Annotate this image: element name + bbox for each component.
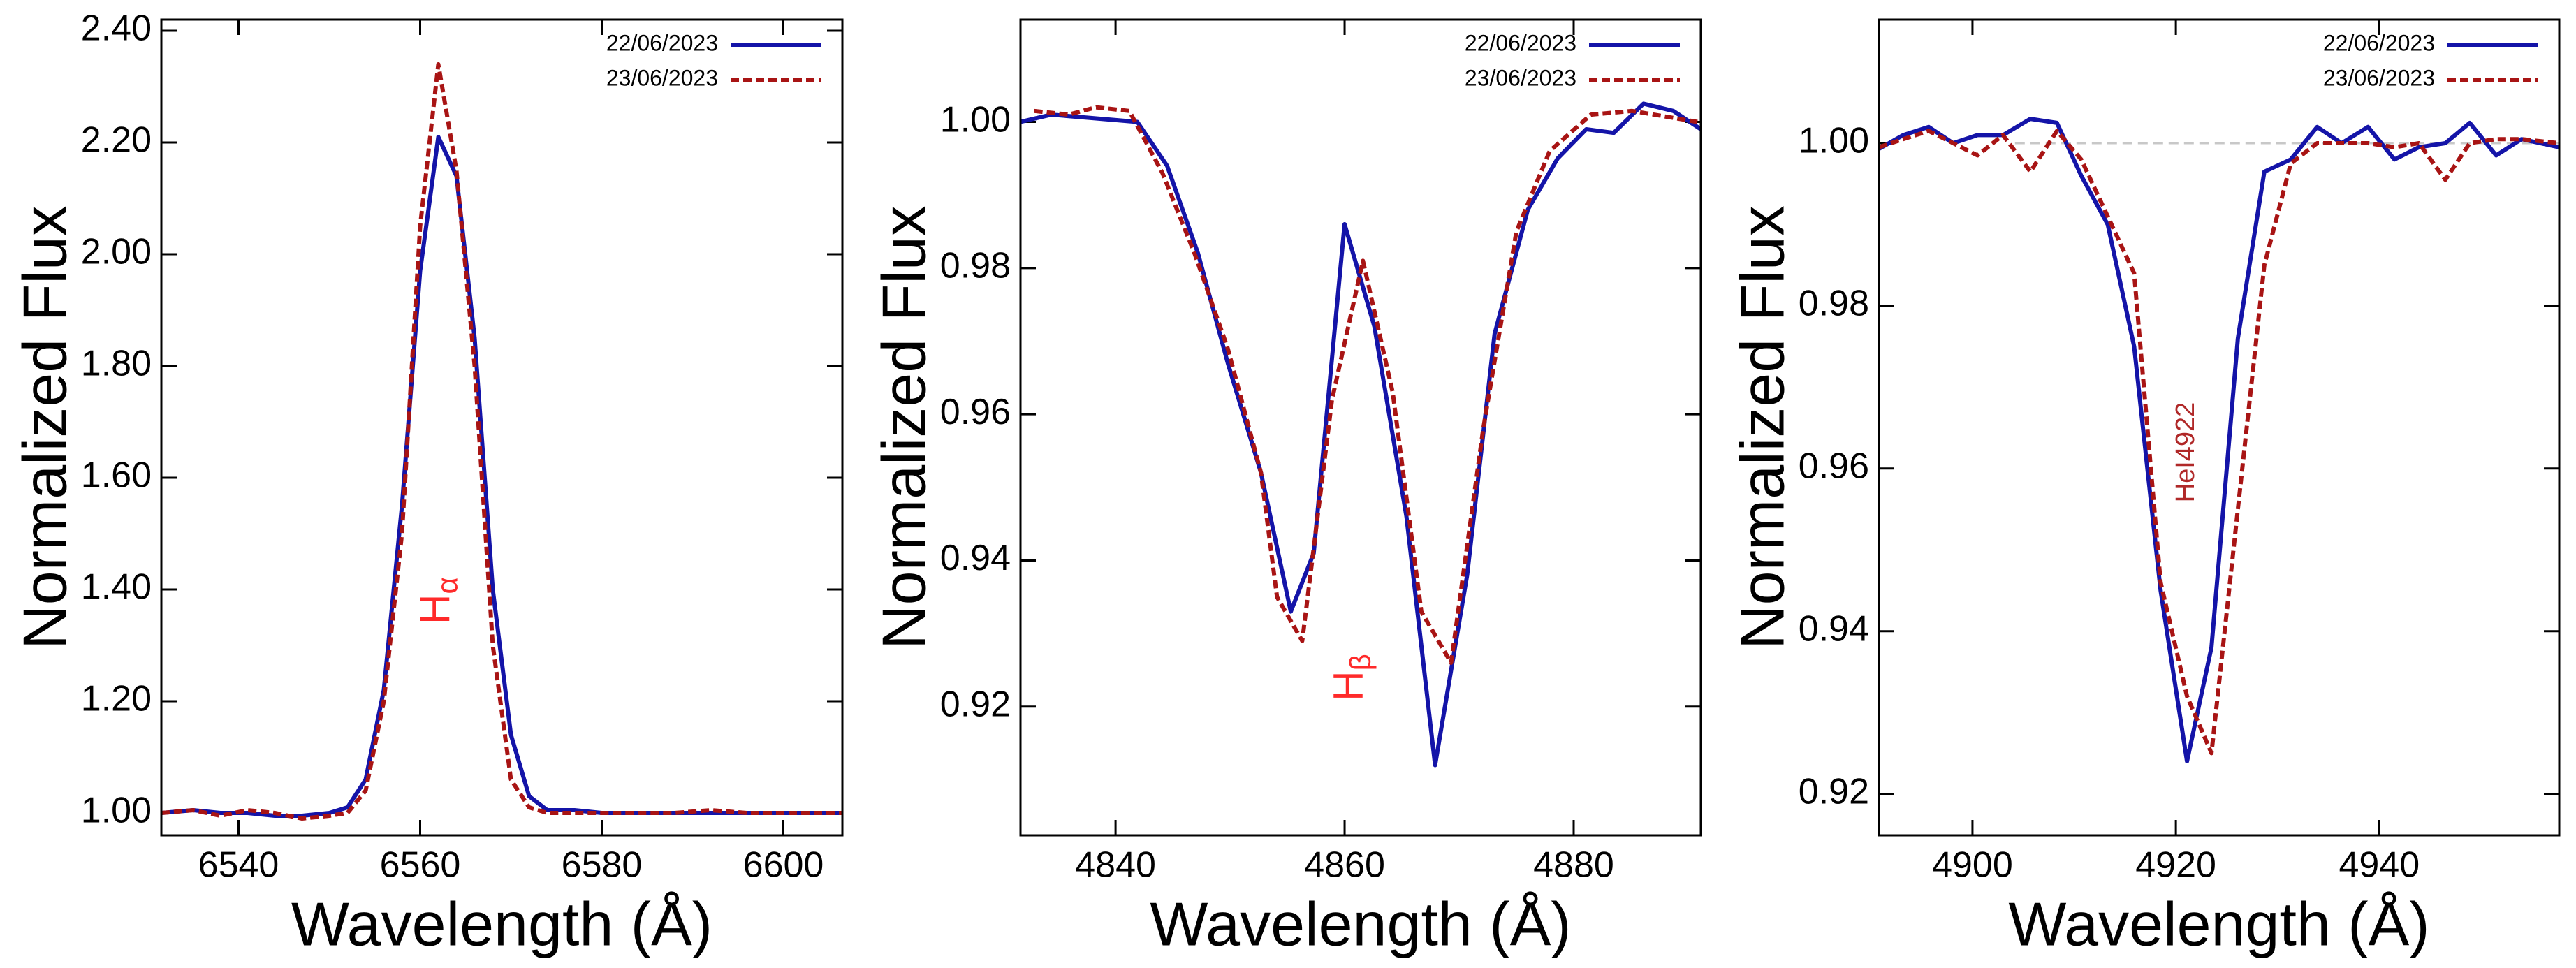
x-tick-label: 6580 [562, 845, 643, 886]
y-tick-label: 0.98 [940, 246, 1011, 286]
series-line [1879, 117, 2559, 763]
y-tick-label: 0.92 [1799, 771, 1869, 812]
y-tick-label: 2.00 [81, 232, 152, 272]
x-tick-label: 4920 [2135, 845, 2216, 886]
y-tick-label: 2.40 [81, 8, 152, 49]
x-tick-label: 6560 [380, 845, 461, 886]
y-tick-label: 1.60 [81, 455, 152, 496]
plot-frame [160, 18, 844, 837]
x-axis-title: Wavelength (Å) [2008, 889, 2429, 958]
y-tick-label: 1.00 [81, 791, 152, 831]
plot-frame [1878, 18, 2561, 837]
plot-frame [1019, 18, 1702, 837]
y-tick-label: 0.92 [940, 684, 1011, 725]
series-line [1034, 105, 1698, 665]
y-tick-label: 2.20 [81, 120, 152, 161]
legend-label: 23/06/2023 [2323, 65, 2435, 90]
y-tick-label: 0.96 [1799, 446, 1869, 487]
x-tick-label: 6600 [743, 845, 824, 886]
legend-label: 23/06/2023 [606, 65, 718, 90]
annotation: Hβ [1325, 654, 1377, 701]
x-tick-label: 4900 [1932, 845, 2013, 886]
y-axis-title: Normalized Flux [1727, 205, 1796, 650]
annotation-subscript: β [1344, 654, 1377, 670]
y-tick-label: 0.94 [940, 538, 1011, 578]
annotation: HeI4922 [2171, 402, 2200, 503]
x-axis-title: Wavelength (Å) [291, 889, 712, 958]
y-tick-label: 0.94 [1799, 608, 1869, 649]
x-axis-title: Wavelength (Å) [1150, 889, 1571, 958]
x-tick-label: 6540 [198, 845, 279, 886]
annotation-subscript: α [431, 577, 464, 594]
series-line [1020, 101, 1701, 768]
legend-label: 22/06/2023 [2323, 30, 2435, 55]
y-tick-label: 0.98 [1799, 284, 1869, 324]
x-tick-label: 4940 [2339, 845, 2420, 886]
series-line [1879, 129, 2559, 756]
x-tick-label: 4840 [1075, 845, 1156, 886]
y-tick-label: 1.80 [81, 344, 152, 384]
legend-label: 22/06/2023 [606, 30, 718, 55]
x-tick-label: 4880 [1533, 845, 1614, 886]
y-tick-label: 0.96 [940, 392, 1011, 432]
x-tick-label: 4860 [1304, 845, 1385, 886]
annotation: Hα [411, 577, 463, 624]
y-tick-label: 1.40 [81, 567, 152, 608]
y-axis-title: Normalized Flux [10, 205, 79, 650]
legend-label: 22/06/2023 [1465, 30, 1576, 55]
y-tick-label: 1.00 [940, 99, 1011, 140]
annotation-text: HeI4922 [2171, 402, 2200, 503]
annotation-text: H [411, 594, 458, 624]
series-line [161, 62, 842, 821]
y-tick-label: 1.20 [81, 679, 152, 719]
y-axis-title: Normalized Flux [869, 205, 938, 650]
y-tick-label: 1.00 [1799, 121, 1869, 161]
annotation-text: H [1325, 670, 1372, 701]
legend-label: 23/06/2023 [1465, 65, 1576, 90]
